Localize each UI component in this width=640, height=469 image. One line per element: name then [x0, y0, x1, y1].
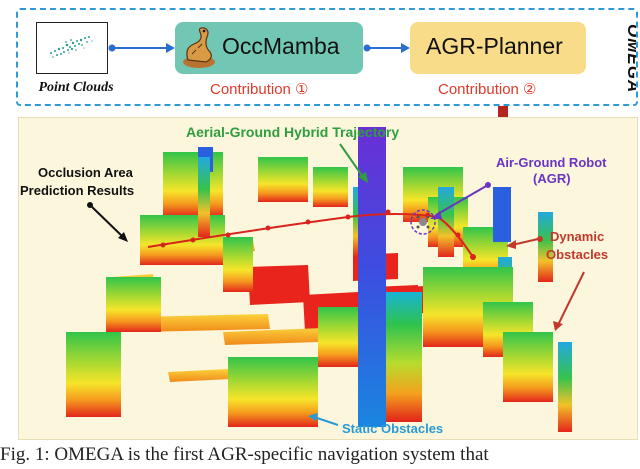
static-label: Static Obstacles: [342, 421, 443, 436]
pipeline-arrows: [108, 43, 410, 53]
omega-text: OMEGA: [624, 24, 636, 93]
dynamic-label-line2: Obstacles: [546, 247, 608, 262]
point-cloud-thumbnail: [36, 22, 108, 74]
point-clouds-label: Point Clouds: [38, 80, 114, 95]
scene-graphics: Aerial-Ground Hybrid Trajectory Occlusio…: [20, 124, 608, 436]
occlusion-label-line1: Occlusion Area: [38, 165, 134, 180]
pipeline-frame: [16, 8, 638, 106]
dynamic-label-line1: Dynamic: [550, 229, 604, 244]
mamba-snake-icon: [183, 27, 215, 68]
occlusion-label-line2: Prediction Results: [20, 183, 134, 198]
occmamba-label: OccMamba: [222, 33, 340, 59]
robot-label-line2: (AGR): [533, 171, 571, 186]
agr-planner-block: [410, 22, 586, 74]
contribution-2-label: Contribution ②: [438, 81, 537, 98]
omega-vertical-title: OMEGA: [624, 24, 636, 93]
contribution-1-label: Contribution ①: [210, 81, 309, 98]
agr-planner-label: AGR-Planner: [426, 33, 563, 59]
robot-label-line1: Air-Ground Robot: [496, 155, 607, 170]
trajectory-label: Aerial-Ground Hybrid Trajectory: [186, 124, 399, 140]
figure-caption: Fig. 1: OMEGA is the first AGR-specific …: [0, 444, 489, 465]
